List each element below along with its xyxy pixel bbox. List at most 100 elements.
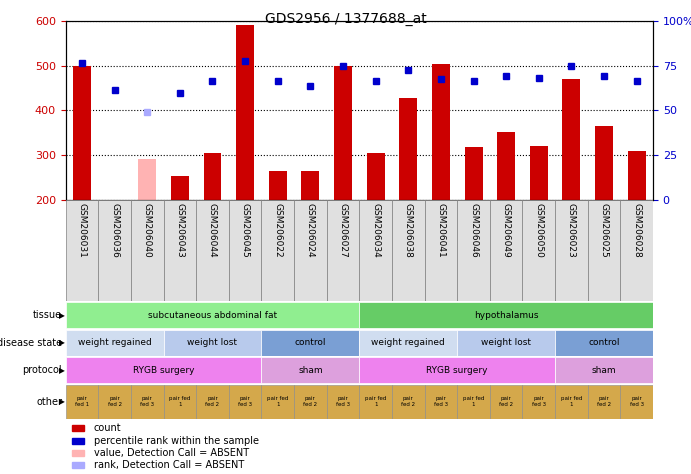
Bar xyxy=(66,385,98,419)
Text: pair
fed 3: pair fed 3 xyxy=(238,396,252,407)
Bar xyxy=(196,200,229,301)
Bar xyxy=(392,200,424,301)
Bar xyxy=(327,385,359,419)
Text: hypothalamus: hypothalamus xyxy=(474,311,538,319)
Text: control: control xyxy=(294,338,326,347)
Bar xyxy=(261,357,359,383)
Bar xyxy=(555,200,588,301)
Text: GSM206038: GSM206038 xyxy=(404,202,413,257)
Text: GSM206025: GSM206025 xyxy=(600,202,609,257)
Text: ▶: ▶ xyxy=(59,397,65,406)
Text: GSM206044: GSM206044 xyxy=(208,202,217,257)
Bar xyxy=(269,171,287,200)
Bar xyxy=(229,385,261,419)
Bar xyxy=(464,147,482,200)
Bar xyxy=(164,200,196,301)
Text: pair
fed 2: pair fed 2 xyxy=(108,396,122,407)
Bar xyxy=(588,385,621,419)
Bar xyxy=(71,438,84,444)
Text: pair
fed 2: pair fed 2 xyxy=(205,396,220,407)
Text: rank, Detection Call = ABSENT: rank, Detection Call = ABSENT xyxy=(94,460,244,470)
Bar xyxy=(555,385,588,419)
Bar xyxy=(432,64,450,200)
Bar xyxy=(66,200,98,301)
Bar xyxy=(164,329,261,356)
Bar xyxy=(424,385,457,419)
Bar xyxy=(131,200,164,301)
Text: GDS2956 / 1377688_at: GDS2956 / 1377688_at xyxy=(265,12,426,26)
Text: sham: sham xyxy=(298,366,323,374)
Text: GSM206023: GSM206023 xyxy=(567,202,576,257)
Bar xyxy=(457,200,490,301)
Text: pair
fed 3: pair fed 3 xyxy=(630,396,644,407)
Text: GSM206040: GSM206040 xyxy=(143,202,152,257)
Bar xyxy=(522,200,555,301)
Bar xyxy=(359,329,457,356)
Bar xyxy=(204,153,221,200)
Bar xyxy=(71,450,84,456)
Text: sham: sham xyxy=(591,366,616,374)
Text: other: other xyxy=(36,397,62,407)
Text: value, Detection Call = ABSENT: value, Detection Call = ABSENT xyxy=(94,448,249,458)
Bar xyxy=(98,385,131,419)
Bar xyxy=(588,200,621,301)
Text: ▶: ▶ xyxy=(59,338,65,347)
Bar xyxy=(261,329,359,356)
Text: pair fed
1: pair fed 1 xyxy=(365,396,386,407)
Text: percentile rank within the sample: percentile rank within the sample xyxy=(94,436,259,446)
Bar xyxy=(164,385,196,419)
Bar xyxy=(359,302,653,328)
Bar xyxy=(367,153,385,200)
Text: count: count xyxy=(94,423,122,433)
Text: GSM206043: GSM206043 xyxy=(176,202,184,257)
Text: GSM206024: GSM206024 xyxy=(306,202,315,257)
Bar xyxy=(229,200,261,301)
Bar xyxy=(530,146,548,200)
Text: GSM206049: GSM206049 xyxy=(502,202,511,257)
Bar xyxy=(294,200,327,301)
Text: GSM206050: GSM206050 xyxy=(534,202,543,257)
Text: weight regained: weight regained xyxy=(77,338,151,347)
Bar xyxy=(236,25,254,200)
Bar xyxy=(627,151,645,200)
Text: pair
fed 3: pair fed 3 xyxy=(336,396,350,407)
Text: pair fed
1: pair fed 1 xyxy=(267,396,288,407)
Bar xyxy=(490,200,522,301)
Text: pair
fed 3: pair fed 3 xyxy=(140,396,154,407)
Text: RYGB surgery: RYGB surgery xyxy=(426,366,488,374)
Text: pair fed
1: pair fed 1 xyxy=(169,396,191,407)
Bar xyxy=(359,357,555,383)
Text: pair
fed 1: pair fed 1 xyxy=(75,396,89,407)
Bar xyxy=(392,385,424,419)
Text: pair
fed 2: pair fed 2 xyxy=(499,396,513,407)
Text: ▶: ▶ xyxy=(59,366,65,374)
Bar xyxy=(294,385,327,419)
Text: GSM206041: GSM206041 xyxy=(437,202,446,257)
Bar xyxy=(171,176,189,200)
Text: ▶: ▶ xyxy=(59,311,65,319)
Text: pair fed
1: pair fed 1 xyxy=(560,396,582,407)
Bar xyxy=(131,385,164,419)
Bar xyxy=(359,200,392,301)
Text: weight lost: weight lost xyxy=(187,338,238,347)
Bar xyxy=(98,200,131,301)
Bar xyxy=(621,385,653,419)
Text: pair
fed 2: pair fed 2 xyxy=(303,396,317,407)
Bar xyxy=(595,126,613,200)
Bar xyxy=(522,385,555,419)
Bar xyxy=(301,171,319,200)
Bar xyxy=(498,132,515,200)
Text: weight regained: weight regained xyxy=(371,338,445,347)
Bar xyxy=(71,463,84,468)
Bar xyxy=(457,385,490,419)
Bar xyxy=(66,357,261,383)
Bar xyxy=(359,385,392,419)
Text: tissue: tissue xyxy=(33,310,62,320)
Text: RYGB surgery: RYGB surgery xyxy=(133,366,194,374)
Bar xyxy=(261,385,294,419)
Text: pair fed
1: pair fed 1 xyxy=(463,396,484,407)
Bar xyxy=(562,79,580,200)
Bar xyxy=(555,329,653,356)
Text: control: control xyxy=(588,338,620,347)
Bar xyxy=(71,425,84,431)
